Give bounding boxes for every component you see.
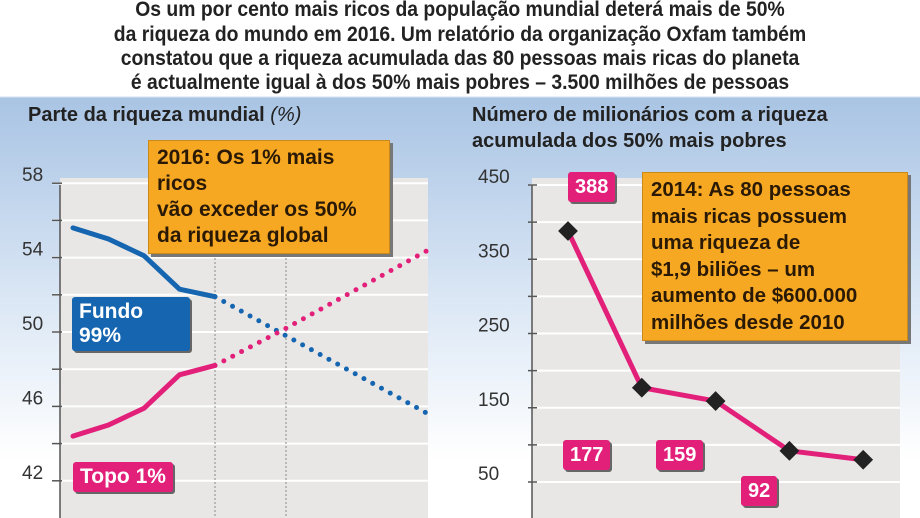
left-y-tick-label: 58 xyxy=(22,165,43,186)
left-chart-title: Parte da riqueza mundial (%) xyxy=(28,102,301,128)
left-title-text: Parte da riqueza mundial xyxy=(28,104,265,126)
headline-line-1: Os um por cento mais ricos da população … xyxy=(135,0,785,21)
data-label-159: 159 xyxy=(656,440,704,470)
right-point-2013 xyxy=(779,440,800,461)
headline-line-4: é actualmente igual à dos 50% mais pobre… xyxy=(130,70,790,94)
headline-line-3: constatou que a riqueza acumulada das 80… xyxy=(120,46,800,70)
left-annotation: 2016: Os 1% mais ricos vão exceder os 50… xyxy=(148,140,390,254)
right-y-tick-label: 350 xyxy=(478,241,510,262)
headline-line-2: da riqueza do mundo em 2016. Um relatóri… xyxy=(113,22,807,46)
left-y-tick-label: 54 xyxy=(22,240,44,261)
data-label-388: 388 xyxy=(568,172,616,202)
fundo-label: Fundo 99% xyxy=(72,297,190,351)
fundo-label-line: 99% xyxy=(79,324,122,347)
right-chart-title-2: acumulada dos 50% mais pobres xyxy=(472,130,787,152)
right-point-2014 xyxy=(853,449,874,470)
right-y-tick-label: 150 xyxy=(478,390,510,411)
left-y-tick-label: 46 xyxy=(22,388,43,409)
right-y-tick-label: 250 xyxy=(478,316,510,337)
left-y-tick-label: 42 xyxy=(22,463,43,484)
left-series-projection-0 xyxy=(212,294,431,417)
right-annotation-line: $1,9 biliões – um xyxy=(651,257,816,281)
data-label-177: 177 xyxy=(563,440,611,470)
right-chart-title-1: Número de milionários com a riqueza xyxy=(472,104,828,126)
right-annotation: 2014: As 80 pessoas mais ricas possuem u… xyxy=(642,172,908,341)
left-annotation-line: da riqueza global xyxy=(157,224,329,247)
right-point-2011 xyxy=(631,377,652,398)
left-annotation-line: 2016: Os 1% mais ricos xyxy=(157,146,335,195)
right-point-2012 xyxy=(705,391,726,411)
left-series-line-0 xyxy=(70,225,218,300)
left-series-line-1 xyxy=(70,362,218,439)
left-y-tick-label: 50 xyxy=(22,314,43,335)
right-y-tick-label: 50 xyxy=(478,464,499,485)
fundo-label-line: Fundo xyxy=(79,300,144,323)
left-title-unit: (%) xyxy=(270,104,302,126)
topo-label: Topo 1% xyxy=(73,462,173,492)
left-annotation-line: vão exceder os 50% xyxy=(157,198,357,221)
right-annotation-line: 2014: As 80 pessoas xyxy=(651,178,851,201)
right-annotation-line: milhões desde 2010 xyxy=(651,310,845,334)
right-annotation-line: uma riqueza de xyxy=(651,231,801,254)
data-label-92: 92 xyxy=(741,476,778,506)
right-annotation-line: aumento de $600.000 xyxy=(651,284,858,307)
right-y-tick-label: 450 xyxy=(478,167,510,188)
right-annotation-line: mais ricas possuem xyxy=(651,204,847,228)
left-series-projection-1 xyxy=(212,247,431,368)
